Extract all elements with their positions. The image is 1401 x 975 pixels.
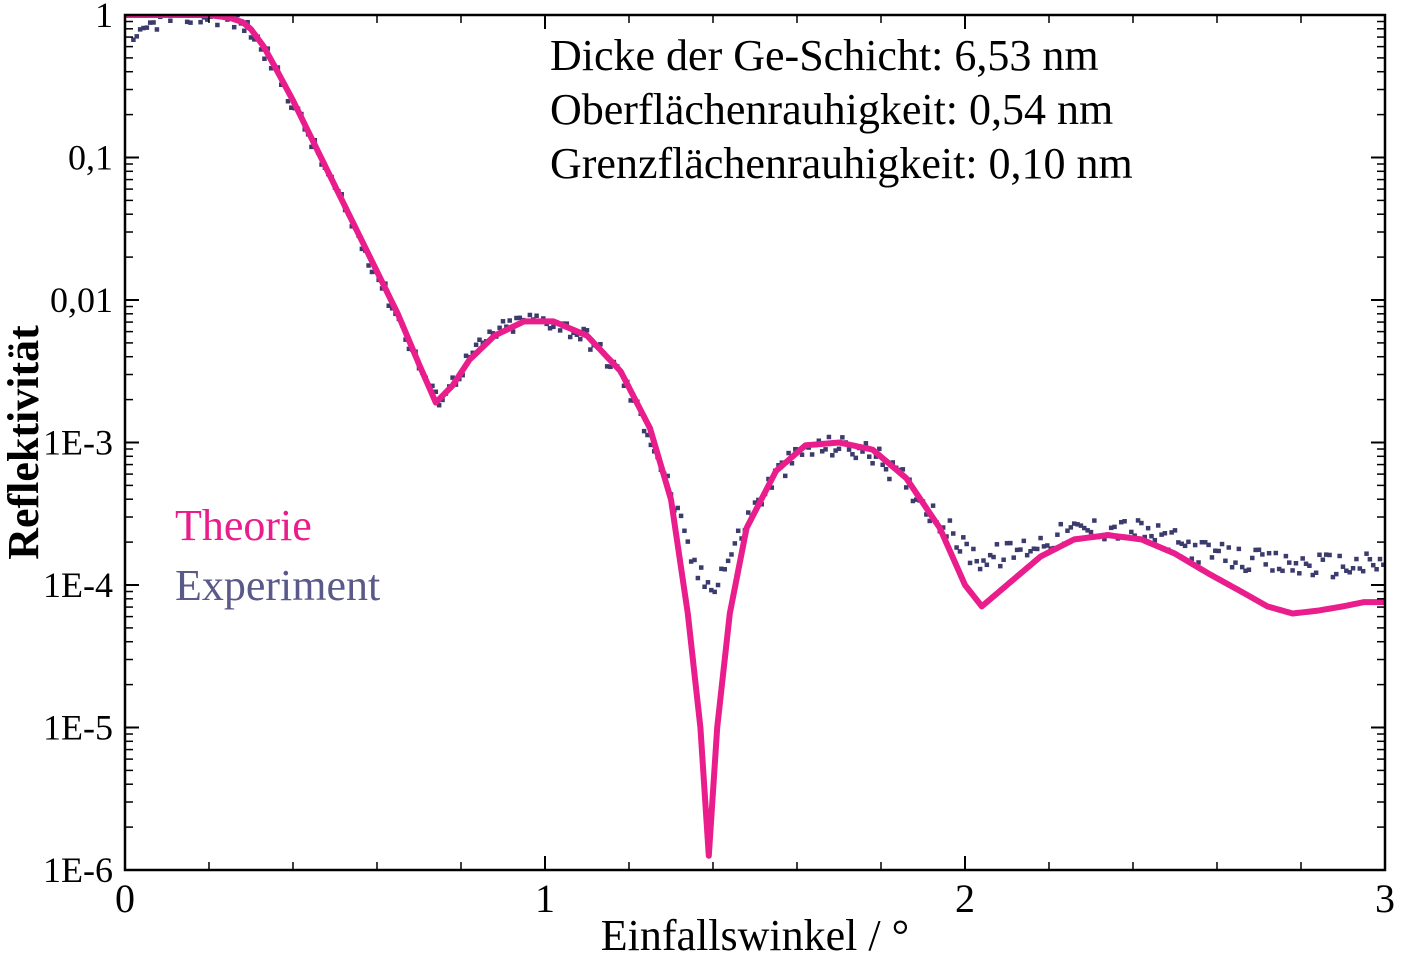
x-tick-label: 1 [535,876,555,921]
y-tick-label: 1 [95,0,113,35]
legend-item: Theorie [175,501,312,550]
annotation-line: Grenzflächenrauhigkeit: 0,10 nm [550,139,1133,188]
x-tick-label: 0 [115,876,135,921]
legend-item: Experiment [175,561,380,610]
x-tick-label: 3 [1375,876,1395,921]
y-tick-label: 0,1 [68,138,113,178]
y-tick-label: 1E-6 [43,850,113,890]
x-tick-label: 2 [955,876,975,921]
y-axis-label: Reflektivität [0,325,48,560]
annotation-line: Dicke der Ge-Schicht: 6,53 nm [550,31,1099,80]
reflectivity-chart: 0 1 2 3 1E-6 1E-5 1E-4 1E-3 0,01 0,1 1 Einfallswink… [0,0,1401,975]
y-tick-label: 1E-5 [43,708,113,748]
y-tick-label: 1E-4 [43,565,113,605]
x-axis-label: Einfallswinkel / ° [601,911,909,960]
annotation-line: Oberflächenrauhigkeit: 0,54 nm [550,85,1113,134]
y-tick-label: 0,01 [50,280,113,320]
y-tick-label: 1E-3 [43,423,113,463]
